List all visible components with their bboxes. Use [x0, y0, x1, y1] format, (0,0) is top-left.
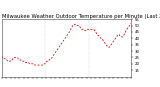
Text: Milwaukee Weather Outdoor Temperature per Minute (Last 24 Hours): Milwaukee Weather Outdoor Temperature pe… [2, 14, 160, 19]
